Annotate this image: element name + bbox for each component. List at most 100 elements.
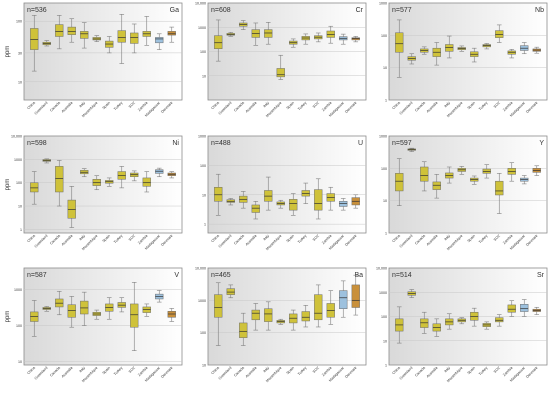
iqr-box [55,166,64,193]
category-label: Spain [102,366,111,375]
box-zambia [326,25,335,44]
element-label: Y [539,140,544,147]
box-madagascar [155,167,164,178]
category-label: Denmark [160,366,173,379]
box-italy [80,22,89,49]
box-soz [130,282,139,351]
box-zambia [142,16,151,46]
sample-count-label: n=598 [27,140,47,147]
category-label: Denmark [344,101,357,114]
element-label: U [358,140,363,147]
category-label: Greenland [218,366,233,381]
iqr-box [495,317,504,323]
box-spain [289,38,298,48]
box-spain [470,175,479,185]
iqr-box [289,199,298,211]
sample-count-label: n=597 [392,140,412,147]
box-madagascar [520,175,529,185]
category-label: Zambia [502,366,513,377]
category-label: Turkey [478,101,489,112]
category-label: Spain [286,234,295,243]
category-label: Australia [426,101,439,114]
panel-background [388,135,548,234]
y-tick-label: 100 [381,167,387,171]
box-china [395,306,404,344]
box-mozambique [92,35,101,42]
iqr-box [67,199,76,219]
box-greenland [42,306,51,312]
category-label: SOZ [493,365,502,374]
box-australia [251,303,260,331]
category-label: China [391,234,400,243]
category-label: Italy [78,234,86,242]
iqr-box [130,303,139,328]
box-mozambique [276,318,285,325]
box-turkey [301,33,310,45]
box-mozambique [92,175,101,191]
iqr-box [301,311,310,322]
category-label: China [26,234,35,243]
category-label: Canada [414,101,426,113]
category-label: Greenland [399,101,414,116]
box-china [30,300,39,337]
category-label: Canada [49,234,61,246]
box-zambia [507,162,516,182]
category-label: Canada [414,366,426,378]
iqr-box [314,294,323,321]
category-label: Greenland [34,101,49,116]
category-label: Zambia [137,366,148,377]
iqr-box [495,30,504,38]
y-tick-label: 1 [385,99,387,103]
box-zambia [507,48,516,59]
box-denmark [351,274,360,316]
category-label: Turkey [113,366,124,377]
box-canada [420,46,429,55]
box-turkey [117,166,126,189]
panel-background [23,2,183,101]
category-label: China [391,101,400,110]
box-mozambique [92,309,101,320]
iqr-box [264,308,273,322]
box-italy [445,35,454,59]
category-label: Zambia [321,366,332,377]
box-greenland [407,147,416,152]
category-label: Canada [414,234,426,246]
category-label: Canada [49,366,61,378]
box-turkey [301,305,310,328]
box-soz [314,284,323,328]
sample-count-label: n=465 [211,272,231,279]
box-zambia [326,186,335,211]
category-label: Australia [245,101,258,114]
box-soz [314,178,323,220]
iqr-box [314,189,323,211]
category-label: Italy [78,101,86,109]
box-china [214,282,223,346]
category-label: China [210,366,219,375]
y-tick-label: 100 [16,324,22,328]
category-label: China [210,101,219,110]
box-australia [251,22,260,46]
category-label: Denmark [344,366,357,379]
box-madagascar [520,299,529,317]
y-tick-label: 1000 [379,2,387,6]
category-label: China [210,234,219,243]
box-australia [67,186,76,228]
box-madagascar [339,33,348,45]
category-label: Turkey [478,234,489,245]
y-tick-label: 100 [381,34,387,38]
iqr-box [251,309,260,321]
iqr-box [117,30,126,43]
category-label: Greenland [218,101,233,116]
element-label: Ga [170,7,179,14]
category-label: Australia [61,366,74,379]
box-zambia [142,171,151,193]
category-label: Australia [245,366,258,379]
box-mozambique [457,317,466,325]
box-spain [289,193,298,216]
element-label: Nb [535,7,544,14]
box-turkey [301,182,310,204]
box-china [395,158,404,206]
